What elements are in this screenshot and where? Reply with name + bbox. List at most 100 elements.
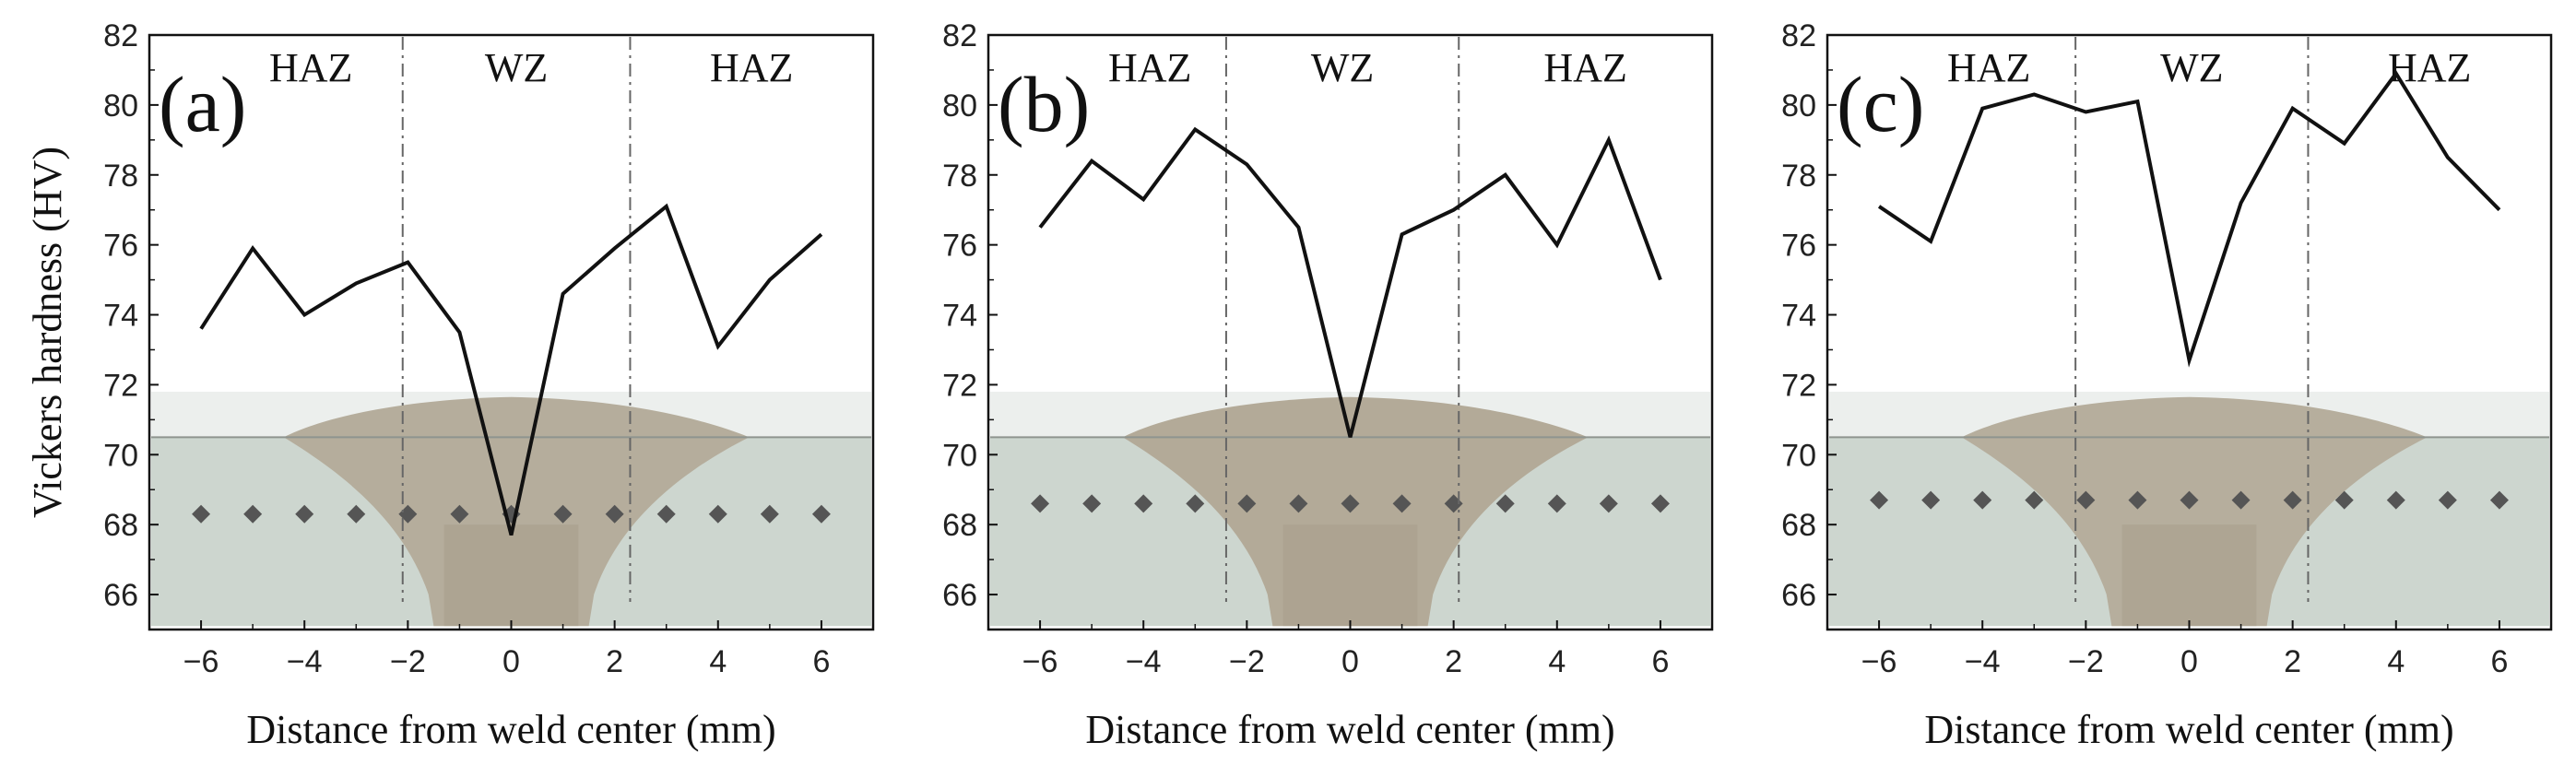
x-tick-label: 6 [812,644,830,679]
indentation-marker [1082,494,1102,513]
y-tick-label: 78 [103,159,138,194]
x-tick-label: 6 [2490,644,2508,679]
indentation-marker [450,504,469,524]
macrograph-image [1829,392,2549,627]
panel-1: 66 68 70 72 74 76 78 80 82 −6 −4 −2 0 2 4 6 Distance fro… [25,18,875,752]
y-tick-label: 78 [942,159,977,194]
indentation-marker [1547,494,1566,513]
y-tick-label: 72 [103,368,138,403]
x-tick-label: −2 [1229,644,1265,679]
macro-weld-root [443,524,579,627]
indentation-marker [811,504,831,524]
y-tick-label: 66 [942,578,977,613]
indentation-marker [2489,490,2509,510]
y-tick-label: 76 [942,229,977,264]
x-tick-label: 6 [1651,644,1669,679]
indentation-marker [2128,490,2147,510]
x-tick-label: 2 [1445,644,1462,679]
indentation-marker [2025,490,2044,510]
x-tick-label: −4 [287,644,323,679]
zone-label-haz: HAZ [710,45,793,90]
indentation-marker [2283,490,2302,510]
macro-weld-root [2121,524,2257,627]
zone-label-haz: HAZ [1108,45,1191,90]
indentation-marker [553,504,573,524]
indentation-marker [1973,490,1992,510]
indentation-marker [2334,490,2354,510]
indentation-marker [1186,494,1205,513]
macro-weld-bead [1961,396,2428,627]
y-tick-label: 70 [942,438,977,473]
hardness-line [1038,126,1662,438]
y-tick-label: 82 [1781,18,1816,53]
y-tick-label: 80 [1781,88,1816,124]
x-tick-label: 0 [2180,644,2198,679]
x-tick-label: 2 [606,644,623,679]
indentation-marker [1134,494,1153,513]
y-tick-label: 72 [1781,368,1816,403]
hardness-line [199,203,823,536]
x-tick-label: −2 [390,644,426,679]
y-tick-label: 70 [1781,438,1816,473]
y-tick-label: 74 [942,299,977,334]
y-tick-label: 68 [942,508,977,543]
y-tick-label: 72 [942,368,977,403]
zone-label-wz: WZ [2160,45,2223,90]
x-tick-label: 4 [1548,644,1566,679]
indentation-marker [1392,494,1412,513]
y-tick-label: 66 [103,578,138,613]
indentation-marker [347,504,366,524]
x-tick-label: 0 [1341,644,1359,679]
hardness-line [1877,70,2501,368]
y-tick-label: 68 [103,508,138,543]
indentation-marker [605,504,624,524]
indentation-marker [1031,494,1050,513]
y-tick-label: 70 [103,438,138,473]
y-tick-label: 76 [1781,229,1816,264]
panel-label: (c) [1837,60,1924,148]
indentation-marker [295,504,314,524]
y-tick-label: 78 [1781,159,1816,194]
indentation-marker [708,504,727,524]
y-tick-label: 82 [103,18,138,53]
indentation-marker [1289,494,1308,513]
panel-3: 66 68 70 72 74 76 78 80 82 −6 −4 −2 0 2 4 6 Distance fro… [1781,18,2553,752]
x-tick-label: −4 [1126,644,1162,679]
indentation-marker [243,504,263,524]
indentation-marker [2076,490,2096,510]
y-tick-label: 66 [1781,578,1816,613]
macro-weld-bead [1122,396,1589,627]
y-axis-title: Vickers hardness (HV) [25,147,70,518]
x-tick-label: 2 [2284,644,2301,679]
zone-label-haz: HAZ [2388,45,2471,90]
zone-label-haz: HAZ [1543,45,1626,90]
macro-weld-root [1282,524,1418,627]
y-tick-label: 82 [942,18,977,53]
indentation-marker [1341,494,1360,513]
x-axis-title: Distance from weld center (mm) [1924,707,2453,752]
y-tick-label: 74 [1781,299,1816,334]
y-tick-label: 80 [103,88,138,124]
x-tick-label: −6 [183,644,219,679]
zone-label-wz: WZ [1311,45,1374,90]
indentation-marker [2438,490,2457,510]
panel-label: (b) [998,60,1090,148]
macrograph-image [990,392,1710,627]
indentation-marker [1495,494,1515,513]
x-tick-label: 4 [2387,644,2405,679]
y-tick-label: 74 [103,299,138,334]
indentation-marker [1599,494,1618,513]
x-tick-label: 4 [709,644,727,679]
x-tick-label: 0 [502,644,520,679]
indentation-marker [1921,490,1941,510]
indentation-marker [1237,494,1257,513]
x-tick-label: −6 [1022,644,1058,679]
panel-2: 66 68 70 72 74 76 78 80 82 −6 −4 −2 0 2 4 6 Distance fro… [942,18,1714,752]
indentation-marker [2180,490,2199,510]
indentation-marker [760,504,779,524]
zone-label-haz: HAZ [1947,45,2030,90]
zone-label-wz: WZ [485,45,548,90]
x-axis-title: Distance from weld center (mm) [246,707,775,752]
zone-label-haz: HAZ [269,45,352,90]
